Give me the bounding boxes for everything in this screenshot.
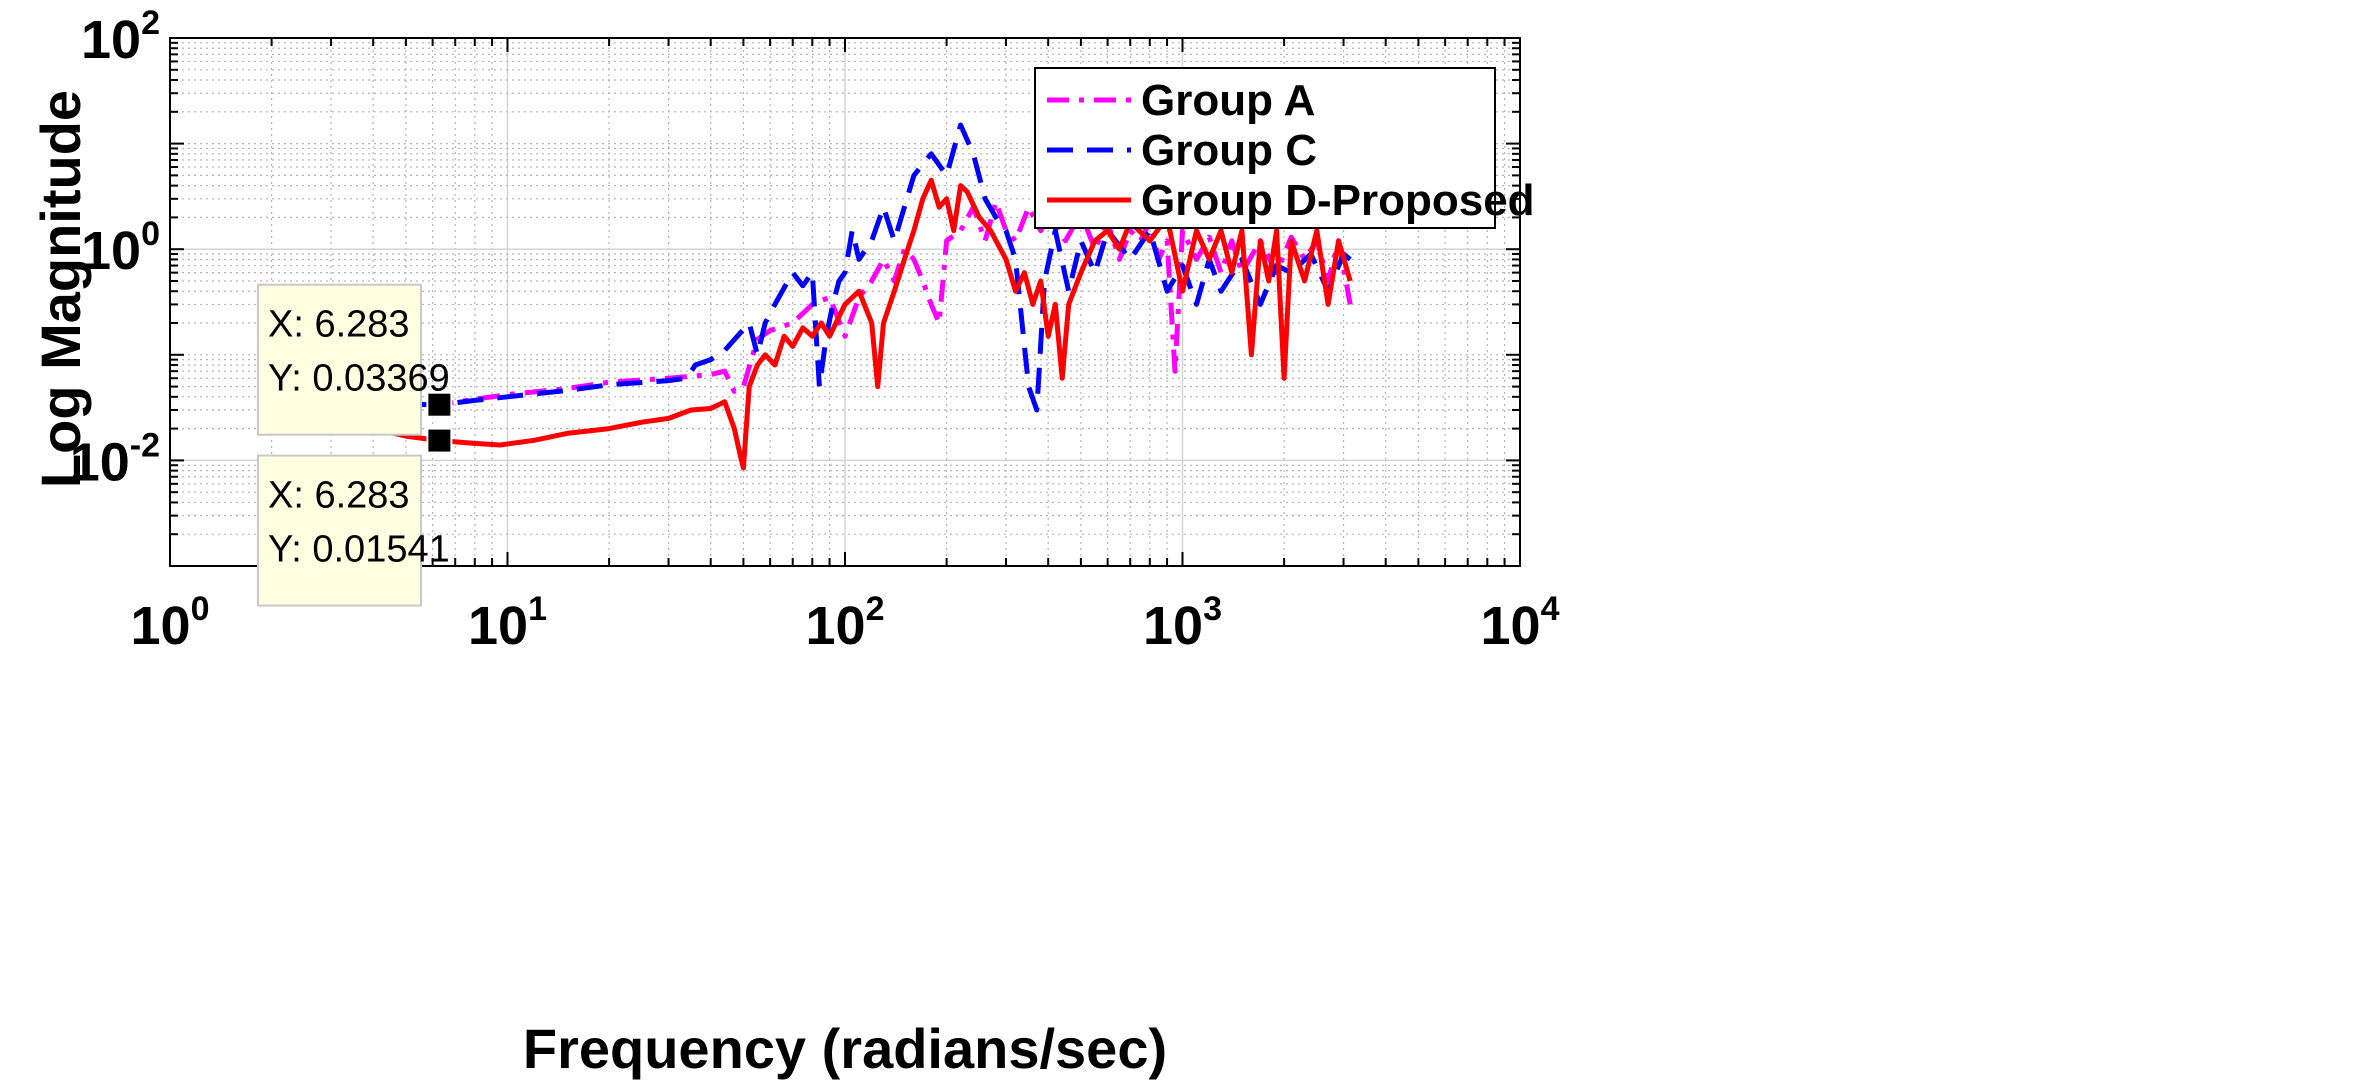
- axis-ticks: 100 101 102 103 104 10-2 100 102: [70, 4, 1560, 656]
- x-tick-label: 102: [806, 590, 885, 656]
- x-tick-label: 103: [1143, 590, 1222, 656]
- datatip-y-label: Y: 0.03369: [268, 358, 450, 400]
- datatip-x-label: X: 6.283: [268, 304, 410, 346]
- datatip-marker: [426, 391, 453, 418]
- series-line-group-a: [337, 199, 1353, 411]
- x-tick-label: 101: [468, 590, 547, 656]
- datatip-box: [257, 454, 422, 607]
- x-axis-label: Frequency (radians/sec): [523, 1017, 1167, 1080]
- x-tick-label: 104: [1481, 590, 1560, 656]
- y-tick-label: 102: [81, 4, 160, 70]
- x-tick-label: 100: [131, 590, 210, 656]
- datatip-x-label: X: 6.283: [268, 475, 410, 517]
- series-line-group-c: [337, 122, 1352, 413]
- series-lines: [337, 122, 1353, 471]
- y-tick-label: 10-2: [70, 426, 160, 492]
- legend-entry: Group C: [1141, 126, 1317, 175]
- series-line-group-d-proposed: [337, 177, 1353, 471]
- legend-entry: Group A: [1141, 76, 1315, 125]
- datatip-marker: [426, 427, 453, 454]
- y-tick-label: 100: [81, 215, 160, 281]
- legend-entry: Group D-Proposed: [1141, 176, 1535, 225]
- datatips: X: 6.283 Y: 0.03369 X: 6.283 Y: 0.01541: [257, 283, 450, 607]
- datatip-box: [257, 283, 422, 436]
- y-axis-label: Log Magnitude: [29, 90, 92, 488]
- datatip-markers: [426, 391, 453, 454]
- datatip-y-label: Y: 0.01541: [268, 529, 450, 571]
